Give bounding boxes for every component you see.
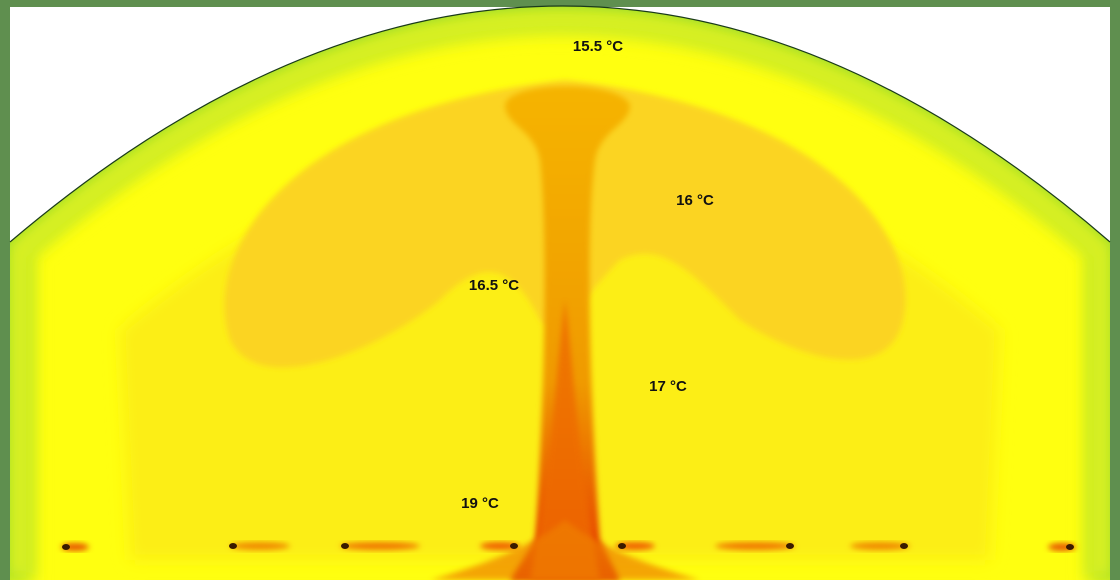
temperature-label: 16.5 °C	[469, 277, 519, 294]
temperature-label: 15.5 °C	[573, 38, 623, 55]
temperature-label: 19 °C	[461, 495, 499, 512]
temperature-label: 17 °C	[649, 378, 687, 395]
heater-cores	[62, 543, 1074, 550]
dome-outline	[9, 5, 1111, 243]
temperature-label: 16 °C	[676, 192, 714, 209]
heaters	[61, 542, 1076, 551]
